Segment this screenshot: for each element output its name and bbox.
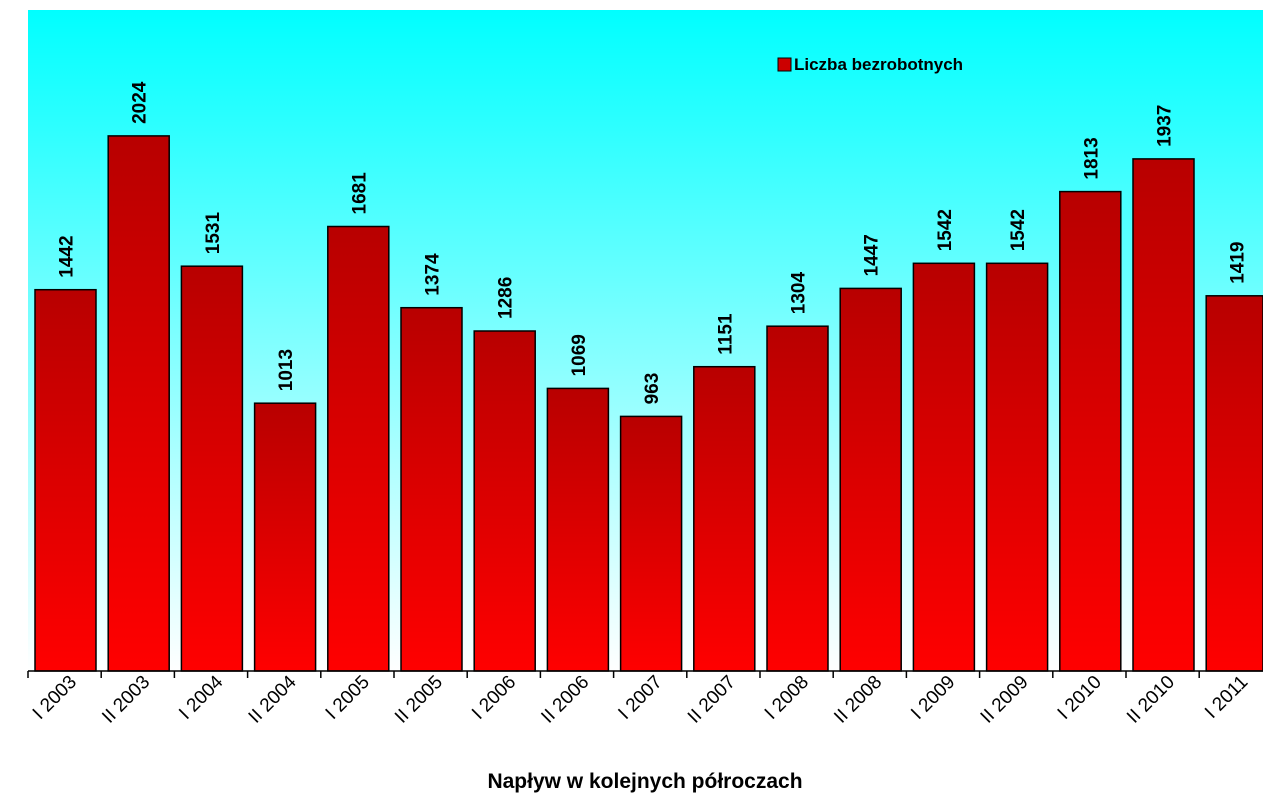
bar-i-2011 bbox=[1205, 295, 1263, 672]
data-label-ii-2007: 1151 bbox=[715, 313, 736, 355]
bar-i-2003 bbox=[34, 288, 97, 672]
bar-ii-2006 bbox=[546, 387, 610, 672]
data-label-ii-2005: 1374 bbox=[423, 253, 444, 296]
legend-label: Liczba bezrobotnych bbox=[794, 55, 963, 74]
x-tick-label-i-2005: I 2005 bbox=[322, 672, 374, 724]
data-label-ii-2009: 1542 bbox=[1008, 209, 1029, 251]
bar-ii-2004 bbox=[253, 402, 317, 672]
x-tick-label-i-2003: I 2003 bbox=[29, 672, 81, 724]
bar-ii-2005 bbox=[400, 306, 463, 672]
data-label-i-2006: 1286 bbox=[496, 277, 517, 319]
x-tick-label-ii-2008: II 2008 bbox=[830, 672, 886, 728]
data-label-i-2003: 1442 bbox=[57, 235, 78, 277]
x-tick-label-ii-2010: II 2010 bbox=[1123, 672, 1179, 728]
bar-i-2006 bbox=[473, 330, 536, 672]
data-label-i-2009: 1542 bbox=[935, 209, 956, 251]
bar-i-2007 bbox=[619, 415, 683, 672]
bar-i-2004 bbox=[180, 265, 244, 672]
x-tick-label-i-2004: I 2004 bbox=[175, 671, 228, 724]
x-tick-label-i-2011: I 2011 bbox=[1201, 672, 1252, 723]
bar-i-2009 bbox=[912, 262, 976, 672]
data-label-i-2011: 1419 bbox=[1228, 242, 1249, 284]
x-tick-label-ii-2009: II 2009 bbox=[977, 672, 1033, 728]
x-tick-label-i-2009: I 2009 bbox=[907, 672, 959, 724]
data-label-i-2007: 963 bbox=[642, 373, 663, 405]
data-label-i-2005: 1681 bbox=[349, 172, 370, 215]
x-tick-label-i-2007: I 2007 bbox=[614, 672, 666, 724]
x-tick-label-i-2006: I 2006 bbox=[468, 672, 520, 724]
x-tick-label-ii-2006: II 2006 bbox=[537, 672, 593, 728]
bar-ii-2007 bbox=[693, 365, 756, 672]
data-label-ii-2010: 1937 bbox=[1155, 105, 1176, 147]
x-tick-label-i-2010: I 2010 bbox=[1054, 672, 1106, 724]
legend-swatch bbox=[777, 57, 792, 72]
x-tick-label-i-2008: I 2008 bbox=[761, 672, 813, 724]
data-label-ii-2008: 1447 bbox=[862, 234, 883, 276]
data-label-i-2004: 1531 bbox=[203, 211, 224, 254]
bar-ii-2010 bbox=[1132, 158, 1195, 672]
legend: Liczba bezrobotnych bbox=[777, 55, 963, 74]
x-tick-label-ii-2003: II 2003 bbox=[98, 672, 154, 728]
data-label-ii-2003: 2024 bbox=[130, 81, 151, 124]
x-tick-label-ii-2007: II 2007 bbox=[684, 672, 740, 728]
data-label-i-2008: 1304 bbox=[789, 271, 810, 314]
x-axis-title: Napływ w kolejnych półroczach bbox=[487, 770, 802, 793]
bar-i-2005 bbox=[327, 225, 390, 672]
data-label-ii-2004: 1013 bbox=[276, 349, 297, 391]
bar-i-2008 bbox=[766, 325, 829, 672]
bar-i-2010 bbox=[1059, 190, 1122, 672]
x-tick-label-ii-2005: II 2005 bbox=[391, 672, 447, 728]
data-label-ii-2006: 1069 bbox=[569, 334, 590, 376]
bar-ii-2008 bbox=[839, 287, 902, 672]
x-tick-label-ii-2004: II 2004 bbox=[245, 671, 301, 727]
bar-ii-2009 bbox=[985, 262, 1049, 672]
data-label-i-2010: 1813 bbox=[1081, 137, 1102, 179]
bar-ii-2003 bbox=[107, 135, 170, 672]
